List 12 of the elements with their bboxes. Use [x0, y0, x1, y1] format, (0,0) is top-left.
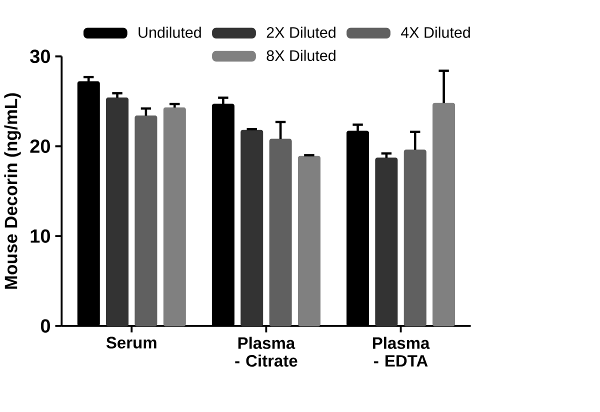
legend-label: 2X Diluted	[266, 26, 336, 38]
legend-label: Undiluted	[138, 26, 201, 38]
y-tick-label: 20	[30, 140, 50, 153]
y-tick-label: 10	[30, 229, 50, 243]
x-tick-label: Plasma - EDTA	[372, 336, 430, 367]
y-tick-label: 30	[30, 50, 50, 64]
legend-label: 8X Diluted	[266, 50, 336, 61]
y-axis-title: Mouse Decorin (ng/mL)	[4, 93, 21, 289]
x-tick-label: Serum	[106, 336, 156, 348]
y-tick-label: 0	[40, 319, 50, 333]
x-tick-label: Plasma - Citrate	[235, 336, 298, 367]
legend-label: 4X Diluted	[400, 26, 470, 38]
